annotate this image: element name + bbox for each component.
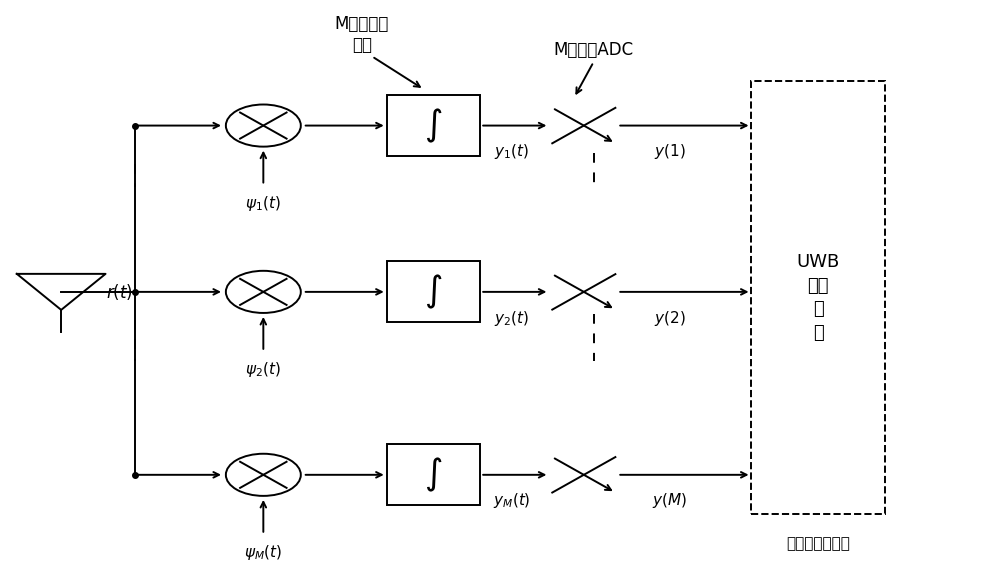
Text: $\psi_2(t)$: $\psi_2(t)$ xyxy=(245,360,281,379)
Bar xyxy=(387,262,480,323)
Text: $r(t)$: $r(t)$ xyxy=(106,282,132,302)
Bar xyxy=(387,444,480,505)
Text: M个低速ADC: M个低速ADC xyxy=(554,41,634,59)
Text: 数字信号处理器: 数字信号处理器 xyxy=(786,536,850,551)
Bar xyxy=(751,81,885,514)
Text: $\int$: $\int$ xyxy=(424,107,443,145)
Text: $y_M(t)$: $y_M(t)$ xyxy=(493,491,530,510)
Text: $\int$: $\int$ xyxy=(424,273,443,311)
Text: $y(M)$: $y(M)$ xyxy=(652,491,687,510)
Text: $y_1(t)$: $y_1(t)$ xyxy=(494,142,529,161)
Text: $\psi_1(t)$: $\psi_1(t)$ xyxy=(245,194,281,213)
Bar xyxy=(387,95,480,156)
Text: UWB
信号
检
测: UWB 信号 检 测 xyxy=(796,253,840,342)
Text: $y(1)$: $y(1)$ xyxy=(654,142,686,161)
Text: $\psi_M(t)$: $\psi_M(t)$ xyxy=(244,543,282,562)
Text: $y_2(t)$: $y_2(t)$ xyxy=(494,309,529,328)
Text: $\int$: $\int$ xyxy=(424,456,443,494)
Text: M个乘积累
积器: M个乘积累 积器 xyxy=(335,15,389,54)
Text: $y(2)$: $y(2)$ xyxy=(654,309,686,328)
